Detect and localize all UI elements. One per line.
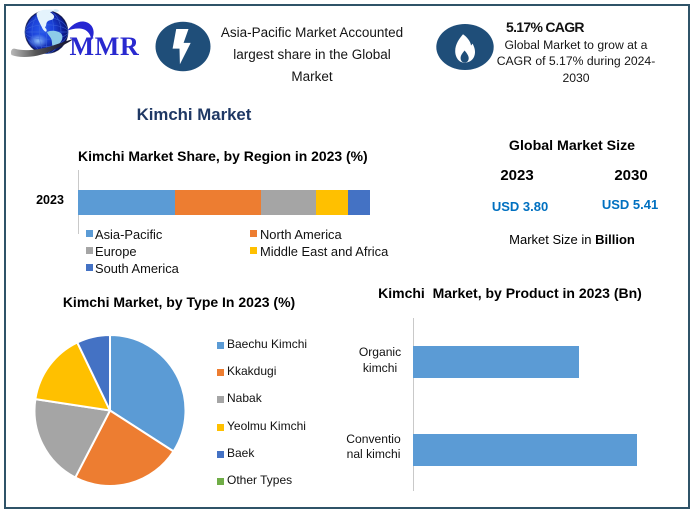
- svg-text:MMR: MMR: [70, 32, 140, 61]
